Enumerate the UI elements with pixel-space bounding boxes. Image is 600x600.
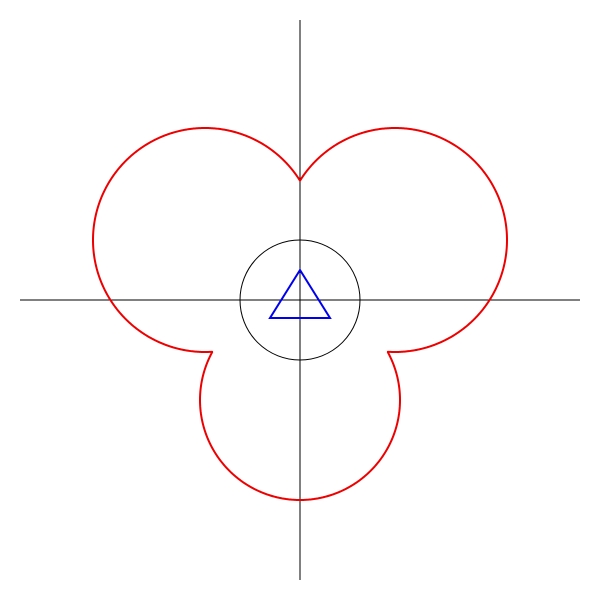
inner-circle bbox=[239, 239, 361, 361]
outer-three-lobe-curve bbox=[92, 127, 508, 501]
inner-triangle bbox=[268, 268, 332, 319]
